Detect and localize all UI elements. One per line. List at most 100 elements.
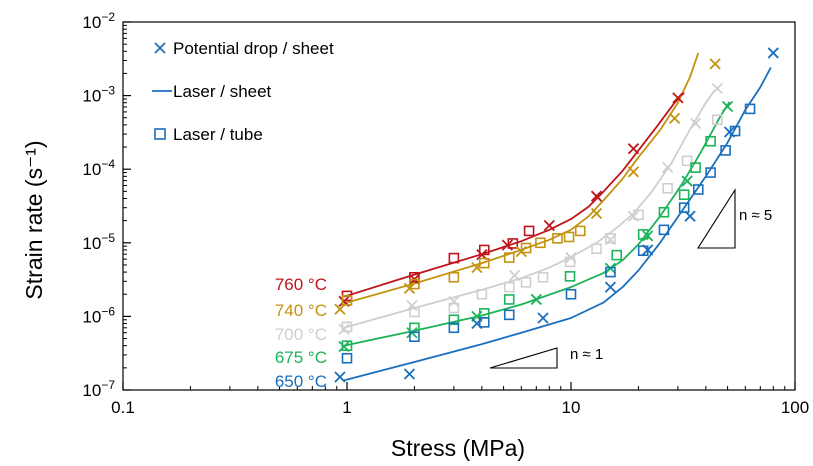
laser-tube-point [563,231,575,243]
x-tick-label: 100 [781,398,809,417]
laser-tube-point [692,184,704,195]
slope-label-n1: n ≈ 1 [570,346,603,363]
potential-drop-point [590,190,603,202]
potential-drop-point [338,323,350,335]
laser-tube-point [409,271,420,283]
laser-tube-point [681,155,693,167]
potential-drop-point [471,261,483,274]
laser-tube-point [503,281,515,293]
laser-tube-point [409,278,420,290]
slope-label-n5: n ≈ 5 [739,207,772,224]
potential-drop-point [711,82,723,95]
laser-tube-point [503,294,515,305]
laser-tube-point [658,206,670,218]
laser-tube-point [478,244,490,256]
y-tick-label: 10−6 [82,304,115,326]
potential-drop-point [689,117,702,129]
potential-drop-point [721,100,734,113]
laser-tube-point [705,135,716,147]
legend-label: Laser / sheet [173,82,272,101]
potential-drop-point [530,293,542,306]
laser-tube-point [744,103,756,115]
laser-tube-point [478,257,490,269]
potential-drop-point [642,230,654,242]
temperature-label: 675 °C [275,348,327,367]
potential-drop-point [565,251,577,264]
slope-triangle-n5 [696,188,736,249]
laser-tube-point [678,189,690,201]
laser-tube-point [409,331,420,342]
potential-drop-point [537,312,549,324]
potential-drop-point [604,281,617,293]
laser-tube-point [662,183,673,194]
potential-drop-point [723,126,736,138]
laser-tube-point [705,167,716,178]
legend-cross-marker [154,42,166,54]
plot-frame [122,21,796,391]
y-axis-title: Strain rate (s⁻¹) [21,140,47,299]
temperature-label: 700 °C [275,325,327,344]
data-markers [334,47,779,383]
laser-sheet-curve [343,67,772,382]
legend-label: Potential drop / sheet [173,39,334,58]
laser-tube-point [690,162,701,173]
potential-drop-point [515,245,527,258]
laser-tube-point [678,202,690,213]
fit-curves [343,52,772,382]
legend: Potential drop / sheet Laser / sheet Laser… [152,39,334,144]
laser-tube-point [605,233,616,244]
potential-drop-point [403,282,416,295]
y-tick-label: 10−7 [82,378,115,400]
potential-drop-point [471,317,483,330]
potential-drop-point [684,210,696,222]
potential-drop-point [338,340,350,353]
potential-drop-point [334,303,346,315]
potential-drop-point [627,143,640,155]
potential-drop-point [642,244,654,256]
laser-tube-point [523,225,535,237]
laser-sheet-curve [343,52,700,305]
laser-tube-point [537,271,549,283]
laser-tube-point [448,314,460,326]
laser-tube-point [712,114,723,126]
laser-tube-point [637,229,649,240]
potential-drop-point [627,166,640,178]
laser-tube-point [476,288,488,300]
laser-tube-point [591,243,602,255]
potential-drop-point [448,295,460,308]
potential-drop-point [668,112,681,125]
axis-ticks: 0.1 1 10 100 10−7 10−6 10−5 10−4 10−3 10−2 [82,10,809,417]
potential-drop-point [543,219,555,232]
y-tick-label: 10−4 [82,157,115,179]
y-tick-label: 10−2 [82,10,115,32]
annotations: 760 °C 740 °C 700 °C 675 °C 650 °C n ≈ 1 n ≈ 5 [275,188,772,391]
laser-tube-point [341,352,353,364]
laser-tube-point [552,233,563,244]
x-tick-label: 10 [562,398,581,417]
potential-drop-point [604,234,617,246]
potential-drop-point [709,58,721,70]
legend-label: Laser / tube [173,125,263,144]
potential-drop-point [627,210,640,222]
laser-tube-point [478,317,490,328]
laser-tube-point [564,271,576,282]
potential-drop-point [406,300,418,312]
laser-tube-point [720,145,731,156]
potential-drop-point [590,207,603,220]
laser-tube-point [448,271,460,283]
x-tick-label: 1 [342,398,351,417]
potential-drop-point [508,269,521,282]
laser-tube-point [448,252,460,264]
temperature-label: 740 °C [275,301,327,320]
x-axis-title: Stress (MPa) [391,435,525,461]
laser-tube-point [448,302,460,314]
laser-tube-point [448,322,460,334]
laser-tube-point [658,224,670,236]
laser-tube-point [520,242,532,254]
y-tick-label: 10−3 [82,84,115,106]
x-tick-label: 0.1 [111,398,135,417]
potential-drop-point [681,175,693,187]
laser-tube-point [574,225,586,237]
laser-tube-point [535,237,546,249]
